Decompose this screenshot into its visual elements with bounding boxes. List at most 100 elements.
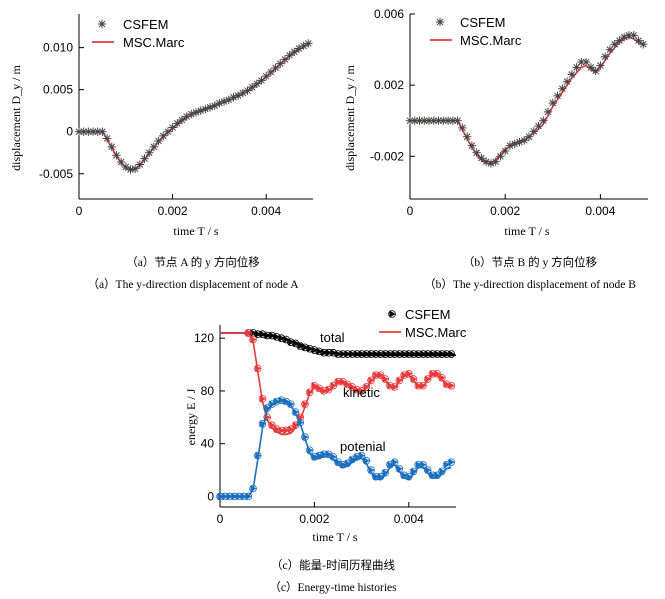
c-kinetic-csfem-point-28 <box>377 371 384 379</box>
c-kinetic-csfem-point-35-ring <box>409 375 418 383</box>
c-kinetic-csfem-point-24 <box>359 387 366 395</box>
c-kinetic-csfem-point-9-ring <box>286 425 295 433</box>
b-csfem-point-19 <box>496 152 505 161</box>
c-potenial-csfem-point-41 <box>411 467 418 475</box>
c-kinetic-csfem-point-40 <box>434 370 441 378</box>
b-csfem-point-21 <box>505 141 515 150</box>
a-csfem-point-34 <box>233 91 243 100</box>
c-total-csfem-point-8 <box>283 336 290 344</box>
c-potenial-csfem-point-49-ring <box>447 458 456 466</box>
c-kinetic-csfem-point-3 <box>259 395 266 403</box>
a-csfem-point-20 <box>168 123 177 132</box>
c-potenial-csfem-point-23 <box>326 450 333 458</box>
c-kinetic-csfem-point-2-ring <box>253 364 262 373</box>
c-kinetic-csfem-point-31 <box>392 383 399 391</box>
ytick-c-2: 80 <box>201 384 215 398</box>
a-csfem-point-27 <box>201 104 210 114</box>
c-kinetic-csfem-point-37 <box>420 382 427 390</box>
panel-a-displacement-node-a: CSFEM MSC.Marc -0.005 0 0.005 0.010 0 0.… <box>9 14 313 291</box>
b-csfem-point-31 <box>553 91 562 101</box>
a-csfem-point-1 <box>79 127 88 136</box>
c-kinetic-csfem-point-41-ring <box>438 373 446 382</box>
annotation-potential: potenial <box>340 439 386 454</box>
c-potenial-csfem-point-21 <box>316 452 323 460</box>
c-potenial-csfem-point-3 <box>231 492 238 500</box>
b-csfem-point-35 <box>572 63 581 72</box>
b-csfem-point-22 <box>510 139 519 149</box>
b-csfem-point-4 <box>424 116 434 125</box>
c-potenial-csfem-point-45 <box>429 471 436 479</box>
c-potenial-csfem-point-24-ring <box>329 453 338 461</box>
c-potenial-csfem-point-26 <box>340 461 347 469</box>
c-potenial-csfem-point-43-ring <box>419 460 427 469</box>
c-kinetic-csfem-point-13 <box>307 388 314 396</box>
panel-b-displacement-node-b: CSFEM MSC.Marc -0.002 0.002 0.006 0 0.00… <box>343 7 648 291</box>
c-kinetic-csfem-point-15 <box>316 384 323 392</box>
c-potenial-csfem-point-15-ring <box>286 400 295 408</box>
c-kinetic-csfem-point-43-ring <box>447 381 456 390</box>
b-csfem-point-33 <box>562 77 572 86</box>
c-potenial-csfem-point-38 <box>396 465 403 473</box>
c-total-csfem-point-21 <box>344 350 351 358</box>
c-total-csfem-point-33 <box>401 350 408 358</box>
ytick-b-2: 0.006 <box>374 7 404 21</box>
c-kinetic-csfem-point-26 <box>368 376 375 384</box>
c-kinetic-csfem-point-16 <box>321 387 328 395</box>
b-csfem-point-38 <box>586 63 596 72</box>
a-csfem-point-13 <box>135 160 145 169</box>
c-kinetic-csfem-point-35 <box>411 375 418 383</box>
c-potenial-csfem-point-18 <box>302 433 309 441</box>
b-csfem-point-44 <box>615 36 624 45</box>
c-kinetic-csfem-point-17-ring <box>324 385 333 394</box>
c-kinetic-csfem-point-0-ring <box>244 329 253 337</box>
a-csfem-point-18 <box>159 131 168 141</box>
b-csfem-point-5 <box>429 116 438 125</box>
b-csfem-point-7 <box>439 116 448 125</box>
c-kinetic-csfem-point-1 <box>250 336 257 344</box>
b-csfem-point-41 <box>600 52 610 61</box>
c-potenial-csfem-point-46-ring <box>433 471 441 480</box>
a-csfem-point-37 <box>247 82 257 92</box>
xtick-c-0: 0 <box>217 512 224 526</box>
c-kinetic-csfem-point-28-ring <box>376 371 385 379</box>
c-kinetic-csfem-point-36 <box>415 382 422 390</box>
c-kinetic-csfem-point-3-ring <box>258 395 267 403</box>
c-total-csfem-point-18 <box>330 349 337 357</box>
xtick-b-1: 0.002 <box>490 204 520 218</box>
caption-b-en: （b）The y-direction displacement of node … <box>424 278 636 291</box>
panel-c-energy-histories: CSFEM MSC.Marc total kinetic potenial 0 … <box>184 307 467 594</box>
a-csfem-point-14 <box>140 154 149 163</box>
c-kinetic-csfem-point-39 <box>429 370 436 378</box>
c-potenial-csfem-point-28 <box>349 456 356 464</box>
c-kinetic-csfem-point-24-ring <box>357 387 366 395</box>
c-potenial-csfem-point-12 <box>274 397 281 405</box>
xlabel-a: time T / s <box>173 224 219 238</box>
a-csfem-point-23 <box>182 112 191 121</box>
c-kinetic-csfem-point-0 <box>245 329 252 337</box>
b-csfem-point-3 <box>420 116 429 125</box>
c-kinetic-csfem-point-9 <box>288 425 295 433</box>
c-kinetic-csfem-point-31-ring <box>390 383 399 391</box>
b-csfem-point-18 <box>491 157 500 166</box>
a-csfem-point-31 <box>219 97 229 106</box>
c-kinetic-csfem-point-7 <box>278 427 285 435</box>
c-total-csfem-point-6 <box>274 333 281 341</box>
c-potenial-csfem-point-10 <box>264 404 271 412</box>
c-kinetic-csfem-point-25-ring <box>362 383 371 391</box>
c-total-csfem-point-5 <box>269 332 276 340</box>
c-total-csfem-point-2 <box>255 330 262 338</box>
c-total-csfem-point-36 <box>415 350 422 358</box>
a-csfem-point-0 <box>74 127 84 136</box>
c-potenial-csfem-point-34-ring <box>376 472 385 481</box>
b-csfem-point-47 <box>629 31 638 40</box>
c-potenial-csfem-point-37 <box>392 458 399 466</box>
c-kinetic-csfem-point-12-ring <box>301 400 309 408</box>
plot-a <box>74 14 313 200</box>
a-csfem-point-39 <box>257 76 266 85</box>
b-csfem-point-43 <box>610 40 619 49</box>
a-csfem-point-46 <box>290 47 299 57</box>
c-total-csfem-point-43 <box>448 350 455 358</box>
c-total-csfem-point-23 <box>354 350 361 358</box>
caption-a-en: （a）The y-direction displacement of node … <box>87 278 299 291</box>
